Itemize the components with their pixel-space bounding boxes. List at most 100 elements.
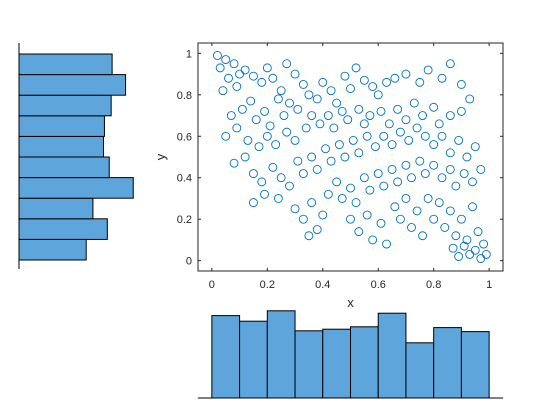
- scatter-point: [462, 152, 472, 162]
- scatter-point: [390, 202, 400, 212]
- scatter-point: [273, 193, 283, 203]
- scatter-point: [376, 218, 386, 228]
- scatter-point: [232, 82, 242, 91]
- x-histogram-bar: [239, 320, 268, 399]
- scatter-point: [221, 131, 231, 141]
- y-histogram-bar: [18, 94, 112, 117]
- scatter-point: [470, 142, 480, 152]
- scatter-point: [395, 127, 405, 137]
- x-axis-label: x: [347, 295, 354, 310]
- scatter-point: [384, 119, 394, 129]
- scatter-point: [365, 111, 375, 121]
- x-histogram-bar: [294, 330, 324, 399]
- scatter-point: [393, 177, 403, 187]
- scatter-point: [323, 111, 333, 121]
- scatter-point: [407, 173, 416, 183]
- scatter-point: [221, 55, 231, 65]
- scatter-point: [304, 231, 314, 241]
- scatter-point: [226, 111, 236, 121]
- scatter-point: [401, 115, 411, 125]
- scatter-point: [312, 225, 322, 235]
- scatter-point: [346, 214, 355, 224]
- scatter-point: [290, 204, 300, 214]
- scatter-point: [298, 169, 308, 179]
- scatter-points: [212, 50, 491, 264]
- scatter-point: [362, 131, 372, 141]
- x-axis-ticks: 0 0.2 0.4 0.6 0.8 1: [209, 43, 492, 291]
- y-tick-label: 0: [186, 256, 192, 268]
- scatter-point: [215, 63, 225, 73]
- x-tick-label: 0.8: [426, 279, 441, 291]
- scatter-panel: 0 0.2 0.4 0.6 0.8 1 0 0.2 0.4 0.6 0.8 1 x y: [153, 42, 504, 310]
- scatter-point: [409, 98, 419, 108]
- scatter-point: [440, 223, 450, 232]
- scatter-point: [454, 252, 464, 261]
- scatter-point: [240, 152, 250, 162]
- scatter-point: [298, 79, 308, 89]
- scatter-point: [459, 169, 469, 179]
- scatter-point: [268, 73, 278, 83]
- scatter-point: [404, 135, 414, 145]
- scatter-point: [334, 140, 344, 150]
- scatter-point: [476, 164, 486, 174]
- scatter-point: [318, 77, 328, 87]
- scatter-point: [332, 177, 342, 187]
- scatter-point: [332, 98, 342, 108]
- scatter-point: [429, 102, 439, 112]
- y-tick-label: 0.2: [177, 214, 192, 226]
- x-histogram-bar: [211, 315, 241, 399]
- scatter-point: [429, 214, 439, 224]
- scatter-point: [273, 94, 283, 104]
- scatter-point: [387, 164, 397, 174]
- scatter-point: [290, 69, 300, 79]
- scatter-point: [401, 69, 411, 79]
- scatter-point: [212, 50, 222, 60]
- scatter-point: [418, 231, 428, 241]
- scatter-point: [254, 142, 264, 152]
- scatter-point: [265, 121, 275, 131]
- scatter-point: [229, 59, 239, 69]
- x-histogram-bar: [460, 331, 490, 399]
- scatter-point: [429, 140, 439, 150]
- scatter-point: [468, 177, 477, 187]
- scatter-point: [326, 86, 336, 96]
- scatter-point: [282, 59, 292, 69]
- scatter-point: [279, 111, 289, 121]
- scatter-point: [218, 86, 228, 96]
- x-tick-label: 0: [209, 279, 215, 291]
- scatter-point: [260, 106, 269, 116]
- scatter-point: [407, 223, 416, 232]
- scatter-point: [359, 75, 369, 85]
- scatter-point: [395, 214, 405, 224]
- scatter-point: [307, 198, 317, 208]
- scatter-point: [365, 185, 375, 195]
- scatter-point: [307, 152, 317, 162]
- y-histogram-bar: [18, 115, 105, 137]
- scatter-point: [248, 71, 258, 81]
- y-histogram-bar: [18, 53, 113, 76]
- x-tick-label: 1: [486, 279, 492, 291]
- scatter-point: [468, 202, 477, 212]
- scatter-point: [229, 158, 239, 168]
- scatter-axes-box: [197, 42, 504, 272]
- scatter-point: [368, 82, 378, 91]
- scatter-point: [248, 198, 258, 208]
- y-histogram-bar: [18, 156, 110, 179]
- x-histogram-bar: [266, 310, 296, 399]
- x-histogram-bar: [322, 328, 351, 399]
- scatter-point: [437, 173, 447, 183]
- scatter-point: [285, 181, 294, 191]
- scatter-point: [346, 183, 355, 193]
- scatter-point: [257, 77, 267, 87]
- scatter-point: [346, 84, 355, 94]
- scatter-point: [260, 189, 269, 199]
- scatter-point: [354, 148, 364, 158]
- y-histogram-bar: [18, 218, 108, 240]
- y-axis-label: y: [153, 153, 168, 160]
- scatter-point: [412, 123, 422, 133]
- scatter-point: [423, 193, 433, 203]
- scatter-point: [415, 156, 425, 166]
- scatter-point: [437, 73, 447, 83]
- scatter-point: [312, 94, 322, 104]
